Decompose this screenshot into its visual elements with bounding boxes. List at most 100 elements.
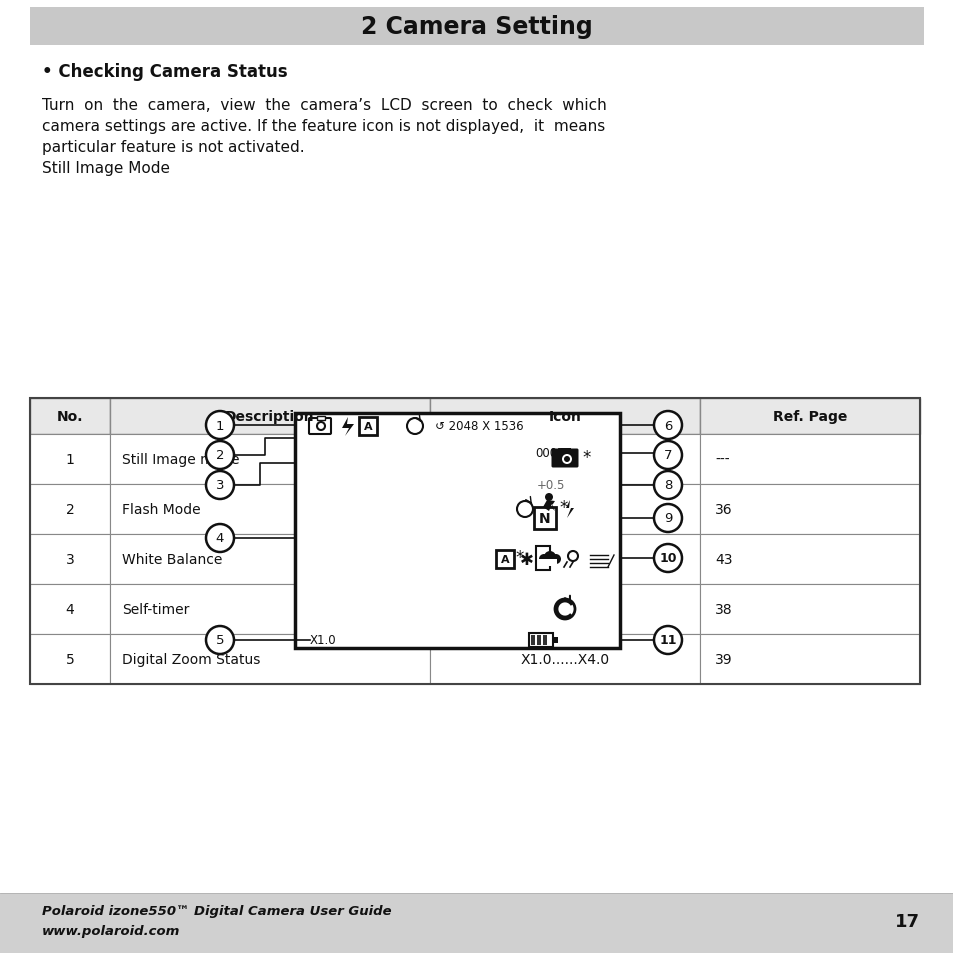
- Bar: [538, 559, 557, 566]
- Circle shape: [654, 412, 681, 439]
- Text: Icon: Icon: [548, 410, 580, 423]
- Text: 5: 5: [66, 652, 74, 666]
- Text: 11: 11: [659, 634, 676, 647]
- Bar: [110, 635, 430, 684]
- Text: • Checking Camera Status: • Checking Camera Status: [42, 63, 287, 81]
- Circle shape: [654, 472, 681, 499]
- Text: White Balance: White Balance: [122, 553, 222, 566]
- Polygon shape: [542, 500, 555, 512]
- Circle shape: [206, 524, 233, 553]
- Text: ↺ 2048 X 1536: ↺ 2048 X 1536: [435, 420, 523, 433]
- Circle shape: [654, 544, 681, 573]
- Bar: [110, 398, 430, 435]
- Bar: [0, 893, 953, 953]
- Circle shape: [206, 626, 233, 655]
- Circle shape: [567, 552, 578, 561]
- FancyBboxPatch shape: [309, 418, 331, 435]
- Bar: [542, 636, 546, 645]
- Text: 36: 36: [714, 502, 732, 517]
- Circle shape: [206, 441, 233, 470]
- Text: 6: 6: [663, 419, 672, 432]
- Text: X1.0: X1.0: [310, 634, 336, 647]
- Circle shape: [538, 555, 548, 564]
- Bar: [110, 584, 430, 635]
- Bar: [537, 636, 540, 645]
- Text: A: A: [363, 421, 372, 432]
- Bar: [529, 634, 553, 647]
- Bar: [536, 546, 550, 571]
- Text: Still Image Mode: Still Image Mode: [42, 161, 170, 175]
- Bar: [496, 551, 514, 568]
- Circle shape: [563, 456, 569, 462]
- Bar: [700, 535, 919, 584]
- Text: Ref. Page: Ref. Page: [772, 410, 846, 423]
- Text: 9: 9: [663, 512, 672, 525]
- Circle shape: [561, 455, 572, 464]
- Circle shape: [654, 626, 681, 655]
- Bar: [560, 449, 571, 453]
- Text: Turn  on  the  camera,  view  the  camera’s  LCD  screen  to  check  which: Turn on the camera, view the camera’s LC…: [42, 98, 606, 112]
- Text: 10: 10: [659, 552, 676, 565]
- Text: 43: 43: [714, 553, 732, 566]
- Text: Digital Zoom Status: Digital Zoom Status: [122, 652, 260, 666]
- Bar: [430, 398, 700, 435]
- Circle shape: [206, 412, 233, 439]
- Bar: [700, 484, 919, 535]
- Bar: [30, 635, 110, 684]
- Bar: [30, 8, 923, 46]
- Text: 3: 3: [66, 553, 74, 566]
- Bar: [294, 414, 619, 648]
- Circle shape: [517, 501, 533, 517]
- Bar: [534, 507, 556, 530]
- Bar: [316, 416, 325, 420]
- Bar: [700, 584, 919, 635]
- Text: 4: 4: [66, 602, 74, 617]
- Text: particular feature is not activated.: particular feature is not activated.: [42, 140, 304, 154]
- Text: *: *: [581, 449, 590, 467]
- Circle shape: [407, 418, 422, 435]
- Bar: [700, 635, 919, 684]
- Bar: [30, 484, 110, 535]
- Bar: [110, 484, 430, 535]
- Circle shape: [544, 494, 553, 501]
- Bar: [430, 535, 700, 584]
- Bar: [700, 398, 919, 435]
- Circle shape: [206, 472, 233, 499]
- Bar: [30, 398, 919, 684]
- Text: 38: 38: [714, 602, 732, 617]
- Text: Self-timer: Self-timer: [122, 602, 190, 617]
- Bar: [30, 535, 110, 584]
- Bar: [110, 435, 430, 484]
- Text: 39: 39: [714, 652, 732, 666]
- Circle shape: [316, 422, 325, 431]
- Text: Description: Description: [225, 410, 314, 423]
- Text: 2 Camera Setting: 2 Camera Setting: [361, 15, 592, 39]
- Text: No.: No.: [56, 410, 83, 423]
- Text: 7: 7: [663, 449, 672, 462]
- Bar: [430, 584, 700, 635]
- Bar: [700, 435, 919, 484]
- Text: A: A: [500, 555, 509, 564]
- Text: X1.0......X4.0: X1.0......X4.0: [520, 652, 609, 666]
- Bar: [531, 636, 535, 645]
- Bar: [553, 638, 558, 643]
- Text: 2: 2: [215, 449, 224, 462]
- Text: 4: 4: [215, 532, 224, 545]
- Bar: [30, 435, 110, 484]
- Circle shape: [551, 555, 560, 564]
- Circle shape: [555, 599, 575, 619]
- Bar: [430, 484, 700, 535]
- Bar: [358, 417, 376, 436]
- Text: 8: 8: [663, 479, 672, 492]
- FancyBboxPatch shape: [551, 449, 578, 468]
- Bar: [30, 584, 110, 635]
- Text: 2: 2: [66, 502, 74, 517]
- Text: ✱: ✱: [519, 551, 534, 568]
- Polygon shape: [341, 417, 354, 436]
- Text: +0.5: +0.5: [536, 479, 564, 492]
- Text: 1: 1: [215, 419, 224, 432]
- Text: *: *: [515, 548, 523, 566]
- Text: N: N: [538, 512, 550, 525]
- Text: Still Image mode: Still Image mode: [122, 453, 239, 467]
- Text: 17: 17: [894, 912, 919, 930]
